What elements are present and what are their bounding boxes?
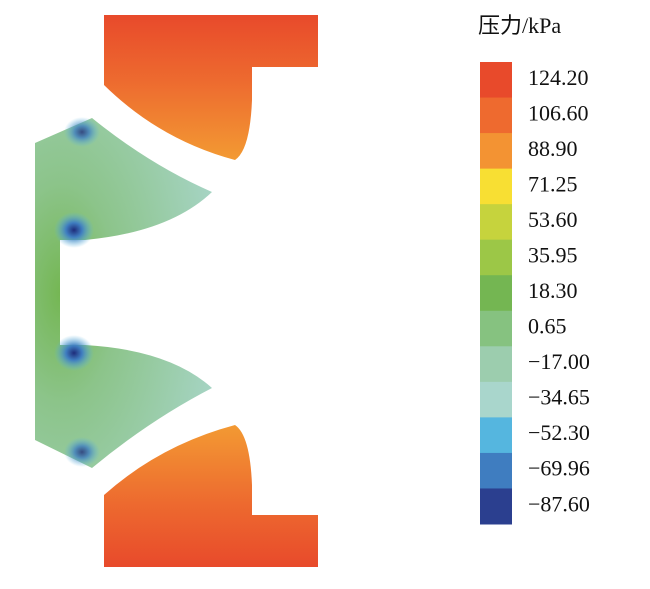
colorbar-swatch [480, 133, 512, 170]
colorbar-label: 35.95 [528, 243, 578, 268]
colorbar-swatch [480, 168, 512, 205]
low-pressure-zone [64, 117, 100, 147]
colorbar-label: 0.65 [528, 314, 567, 339]
colorbar-label: 124.20 [528, 65, 589, 90]
colorbar-label: 53.60 [528, 207, 578, 232]
colorbar-label: 18.30 [528, 278, 578, 303]
colorbar-label: 106.60 [528, 100, 589, 125]
colorbar-label: −34.65 [528, 385, 590, 410]
colorbar-label: −69.96 [528, 456, 590, 481]
colorbar-swatch [480, 310, 512, 347]
colorbar-label: −52.30 [528, 420, 590, 445]
colorbar-swatch [480, 488, 512, 525]
colorbar-label: 71.25 [528, 171, 578, 196]
low-pressure-zone [64, 437, 100, 467]
colorbar-label: −17.00 [528, 349, 590, 374]
colorbar-swatch [480, 62, 512, 99]
colorbar-swatch [480, 452, 512, 489]
colorbar-title: 压力/kPa [478, 13, 561, 38]
upper-block [104, 15, 318, 160]
colorbar-swatch [480, 97, 512, 134]
colorbar-swatch [480, 275, 512, 312]
colorbar-swatch [480, 417, 512, 454]
colorbar-label: −87.60 [528, 491, 590, 516]
colorbar-swatch [480, 239, 512, 276]
low-pressure-zone [54, 212, 94, 248]
low-pressure-zone [54, 335, 94, 371]
colorbar-label: 88.90 [528, 136, 578, 161]
middle-body [35, 118, 212, 468]
colorbar-swatch [480, 381, 512, 418]
lower-block [104, 425, 318, 567]
colorbar-swatch [480, 346, 512, 383]
colorbar-swatch [480, 204, 512, 241]
